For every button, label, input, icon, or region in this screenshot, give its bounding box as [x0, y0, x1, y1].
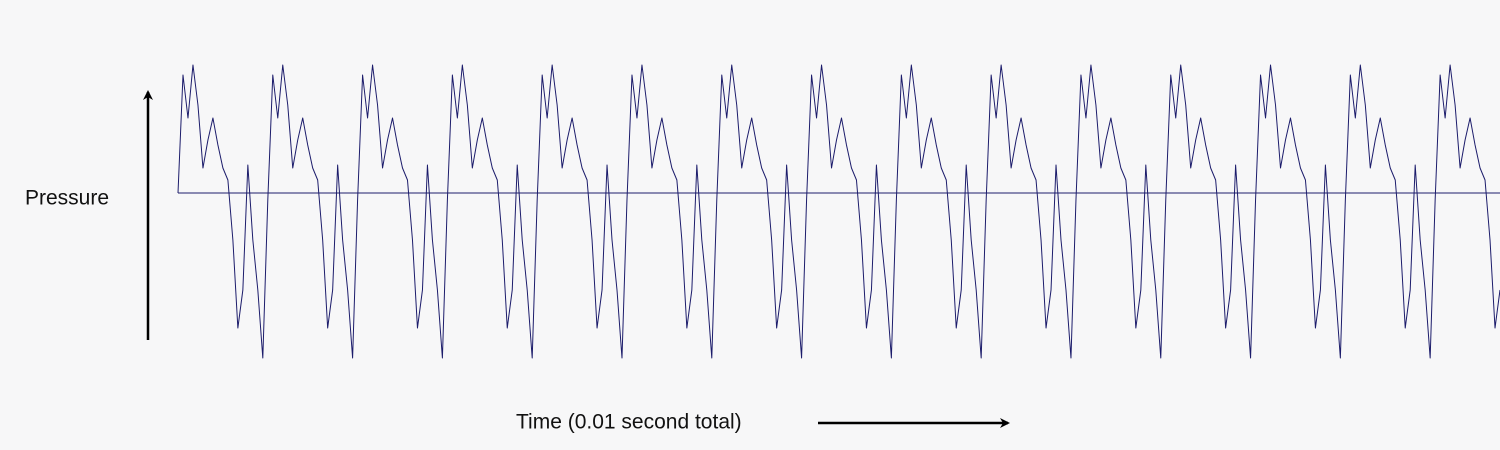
- x-axis-label: Time (0.01 second total): [516, 411, 742, 434]
- waveform: [177, 64, 1500, 359]
- y-axis-label: Pressure: [25, 187, 109, 210]
